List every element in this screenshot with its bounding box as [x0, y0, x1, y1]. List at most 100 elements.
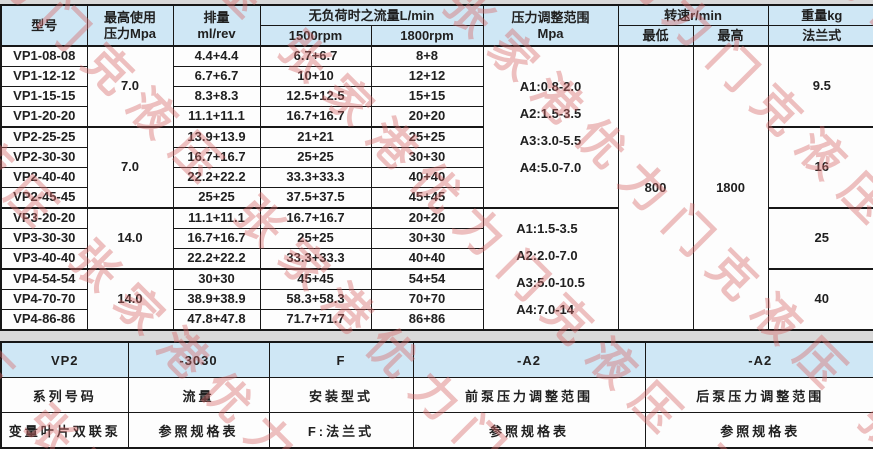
legend-cell: 参照规格表: [412, 412, 646, 449]
spec-cell: 10+10: [259, 66, 372, 87]
spec-cell: 7.0: [86, 126, 174, 209]
spec-cell: 38.9+38.9: [172, 289, 261, 310]
spec-cell: 8+8: [370, 45, 484, 67]
spec-header-cell: 转速r/min: [617, 4, 769, 26]
spec-header-cell: 压力调整范围 Mpa: [482, 4, 619, 47]
spec-row: VP2-45-45 25+25 37.5+37.5 45+45: [0, 187, 873, 209]
legend-cell: 前泵压力调整范围: [412, 377, 646, 413]
spec-cell: 8.3+8.3: [172, 86, 261, 107]
spec-cell: 12+12: [370, 66, 484, 87]
spec-cell: VP2-40-40: [0, 167, 88, 188]
spec-row: VP3-20-20 14.0 11.1+11.1 16.7+16.7 20+20 A1:1…: [0, 207, 873, 331]
spec-cell: 58.3+58.3: [259, 289, 372, 310]
legend-cell: 后泵压力调整范围: [644, 377, 873, 413]
legend-cell: -3030: [127, 341, 270, 378]
spec-cell: 21+21: [259, 126, 372, 148]
legend-cell: 系列号码: [0, 377, 129, 413]
spec-cell: 40+40: [370, 167, 484, 188]
spec-header-row: 1500rpm 1800rpm 最低 最高 法兰式: [1, 25, 873, 47]
spec-header-cell: 型号: [0, 4, 88, 47]
legend-row: 变量叶片双联泵 参照规格表 F:法兰式 参照规格表 参照规格表: [0, 412, 873, 449]
spec-row: VP2-40-40 22.2+22.2 33.3+33.3 40+40: [0, 167, 873, 188]
spec-cell: 47.8+47.8: [172, 309, 261, 331]
spec-cell: 33.3+33.3: [259, 167, 372, 188]
legend-cell: -A2: [412, 341, 646, 378]
spec-header-cell: 1500rpm: [259, 25, 372, 47]
spec-cell: VP2-25-25: [0, 126, 88, 148]
spec-cell: 37.5+37.5: [259, 187, 372, 209]
spec-header-cell: 最低: [617, 25, 694, 47]
spec-cell: VP4-70-70: [0, 289, 88, 310]
spec-cell: 11.1+11.1: [172, 207, 261, 229]
pressure-range-text: A1:0.8-2.0 A2:1.5-3.5 A3:3.0-5.5 A4:5.0-…: [519, 79, 582, 175]
legend-cell: 安装型式: [268, 377, 414, 413]
spec-cell: 6.7+6.7: [259, 45, 372, 67]
spec-cell: 25+25: [259, 147, 372, 168]
pressure-range-text: A1:1.5-3.5 A2:2.0-7.0 A3:5.0-10.5 A4:7.0…: [516, 221, 585, 317]
spec-cell: 16.7+16.7: [259, 106, 372, 128]
spec-cell: 6.7+6.7: [172, 66, 261, 87]
spec-cell: 30+30: [370, 147, 484, 168]
spec-header-cell: 最高: [692, 25, 769, 47]
spec-header-row: 型号 最高使用 压力Mpa 排量 ml/rev 无负荷时之流量L/min 压力调整范围 …: [0, 4, 873, 47]
spec-cell: 25: [767, 207, 873, 270]
spec-header-cell: 无负荷时之流量L/min: [259, 4, 484, 26]
spec-table: 型号 最高使用 压力Mpa 排量 ml/rev 无负荷时之流量L/min 压力调整范围 …: [0, 4, 873, 331]
legend-row: VP2 -3030 F -A2 -A2: [0, 341, 873, 378]
spec-row: VP4-86-86 47.8+47.8 71.7+71.7 86+86: [0, 309, 873, 331]
spec-header-cell: 法兰式: [767, 25, 873, 47]
spec-cell: 7.0: [86, 45, 174, 128]
spec-cell: 14.0: [86, 268, 174, 331]
spec-cell: 12.5+12.5: [259, 86, 372, 107]
spec-cell: 33.3+33.3: [259, 248, 372, 270]
spec-cell: VP1-20-20: [0, 106, 88, 128]
spec-cell: VP3-30-30: [0, 228, 88, 249]
legend-cell: F:法兰式: [268, 412, 414, 449]
spec-cell: 14.0: [86, 207, 174, 270]
spec-cell: VP1-08-08: [0, 45, 88, 67]
spec-row: VP1-15-15 8.3+8.3 12.5+12.5 15+15: [0, 86, 873, 107]
legend-cell: 参照规格表: [127, 412, 270, 449]
spec-cell: 16.7+16.7: [259, 207, 372, 229]
spec-cell: 16.7+16.7: [172, 147, 261, 168]
spec-cell: 16.7+16.7: [172, 228, 261, 249]
spec-cell: 40+40: [370, 248, 484, 270]
spec-cell: 20+20: [370, 207, 484, 229]
spec-cell: VP3-40-40: [0, 248, 88, 270]
spec-row: VP3-40-40 22.2+22.2 33.3+33.3 40+40: [0, 248, 873, 270]
spec-cell: A1:1.5-3.5 A2:2.0-7.0 A3:5.0-10.5 A4:7.0…: [482, 207, 619, 331]
spec-cell: 1800: [692, 45, 769, 331]
spec-cell: 22.2+22.2: [172, 248, 261, 270]
spec-cell: 40: [767, 268, 873, 331]
spec-cell: 15+15: [370, 86, 484, 107]
legend-cell: 参照规格表: [644, 412, 873, 449]
spec-cell: 16: [767, 126, 873, 209]
spec-header-cell: 1800rpm: [370, 25, 484, 47]
spec-cell: VP1-12-12: [0, 66, 88, 87]
spec-cell: A1:0.8-2.0 A2:1.5-3.5 A3:3.0-5.5 A4:5.0-…: [482, 45, 619, 209]
spec-row: VP3-30-30 16.7+16.7 25+25 30+30: [0, 228, 873, 249]
spec-cell: 25+25: [172, 187, 261, 209]
spec-cell: VP4-54-54: [0, 268, 88, 290]
spec-cell: VP3-20-20: [0, 207, 88, 229]
spec-cell: 45+45: [370, 187, 484, 209]
spec-cell: 25+25: [259, 228, 372, 249]
spec-cell: 11.1+11.1: [172, 106, 261, 128]
spec-cell: 25+25: [370, 126, 484, 148]
legend-cell: -A2: [644, 341, 873, 378]
spec-header-cell: 重量kg: [767, 4, 873, 26]
spec-cell: 70+70: [370, 289, 484, 310]
spec-cell: 45+45: [259, 268, 372, 290]
legend-cell: 变量叶片双联泵: [0, 412, 129, 449]
spec-cell: 54+54: [370, 268, 484, 290]
spec-row: VP2-25-25 7.0 13.9+13.9 21+21 25+25 16: [0, 126, 873, 209]
legend-row: 系列号码 流量 安装型式 前泵压力调整范围 后泵压力调整范围: [0, 377, 873, 413]
spec-row: VP4-70-70 38.9+38.9 58.3+58.3 70+70: [0, 289, 873, 310]
spec-cell: VP4-86-86: [0, 309, 88, 331]
spec-cell: 86+86: [370, 309, 484, 331]
spec-cell: VP2-45-45: [0, 187, 88, 209]
spec-row: VP1-12-12 6.7+6.7 10+10 12+12: [0, 66, 873, 87]
spec-cell: 30+30: [370, 228, 484, 249]
legend-cell: 流量: [127, 377, 270, 413]
